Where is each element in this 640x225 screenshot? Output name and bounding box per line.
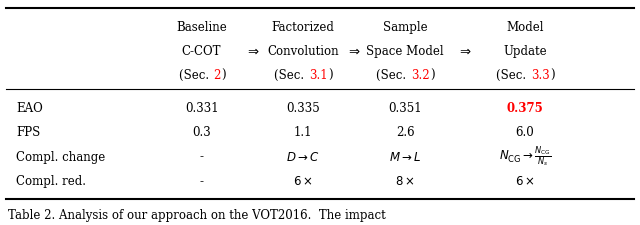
Text: 3.3: 3.3 <box>531 69 550 82</box>
Text: (Sec.: (Sec. <box>273 69 307 82</box>
Text: FPS: FPS <box>16 125 40 138</box>
Text: 6.0: 6.0 <box>515 125 534 138</box>
Text: ): ) <box>221 69 225 82</box>
Text: 3.1: 3.1 <box>308 69 328 82</box>
Text: ): ) <box>328 69 333 82</box>
Text: Update: Update <box>503 45 547 58</box>
Text: Table 2. Analysis of our approach on the VOT2016.  The impact: Table 2. Analysis of our approach on the… <box>8 208 385 221</box>
Text: $\Rightarrow$: $\Rightarrow$ <box>244 45 260 58</box>
Text: 2.6: 2.6 <box>396 125 415 138</box>
Text: 0.3: 0.3 <box>192 125 211 138</box>
Text: Compl. red.: Compl. red. <box>16 174 86 187</box>
Text: $\Rightarrow$: $\Rightarrow$ <box>346 45 362 58</box>
Text: $N_{\mathrm{CG}} \rightarrow \frac{N_{\mathrm{CG}}}{N_s}$: $N_{\mathrm{CG}} \rightarrow \frac{N_{\m… <box>499 144 551 169</box>
Text: EAO: EAO <box>16 101 43 115</box>
Text: (Sec.: (Sec. <box>179 69 212 82</box>
Text: (Sec.: (Sec. <box>495 69 529 82</box>
Text: 1.1: 1.1 <box>294 125 312 138</box>
Text: Model: Model <box>506 20 543 34</box>
Text: Factorized: Factorized <box>271 20 334 34</box>
Text: C-COT: C-COT <box>182 45 221 58</box>
Text: $6\times$: $6\times$ <box>292 174 313 187</box>
Text: -: - <box>200 150 204 163</box>
Text: $8\times$: $8\times$ <box>395 174 415 187</box>
Text: Sample: Sample <box>383 20 428 34</box>
Text: ): ) <box>431 69 435 82</box>
Text: -: - <box>200 174 204 187</box>
Text: $M \rightarrow L$: $M \rightarrow L$ <box>389 150 421 163</box>
Text: $\Rightarrow$: $\Rightarrow$ <box>458 45 472 58</box>
Text: 0.335: 0.335 <box>286 101 319 115</box>
Text: 0.351: 0.351 <box>388 101 422 115</box>
Text: 2: 2 <box>213 69 221 82</box>
Text: 3.2: 3.2 <box>411 69 430 82</box>
Text: Convolution: Convolution <box>267 45 339 58</box>
Text: Space Model: Space Model <box>366 45 444 58</box>
Text: $6\times$: $6\times$ <box>515 174 535 187</box>
Text: (Sec.: (Sec. <box>376 69 410 82</box>
Text: $D \rightarrow C$: $D \rightarrow C$ <box>286 150 319 163</box>
Text: Baseline: Baseline <box>176 20 227 34</box>
Text: ): ) <box>550 69 555 82</box>
Text: 0.331: 0.331 <box>185 101 218 115</box>
Text: Compl. change: Compl. change <box>16 150 105 163</box>
Text: 0.375: 0.375 <box>506 101 543 115</box>
